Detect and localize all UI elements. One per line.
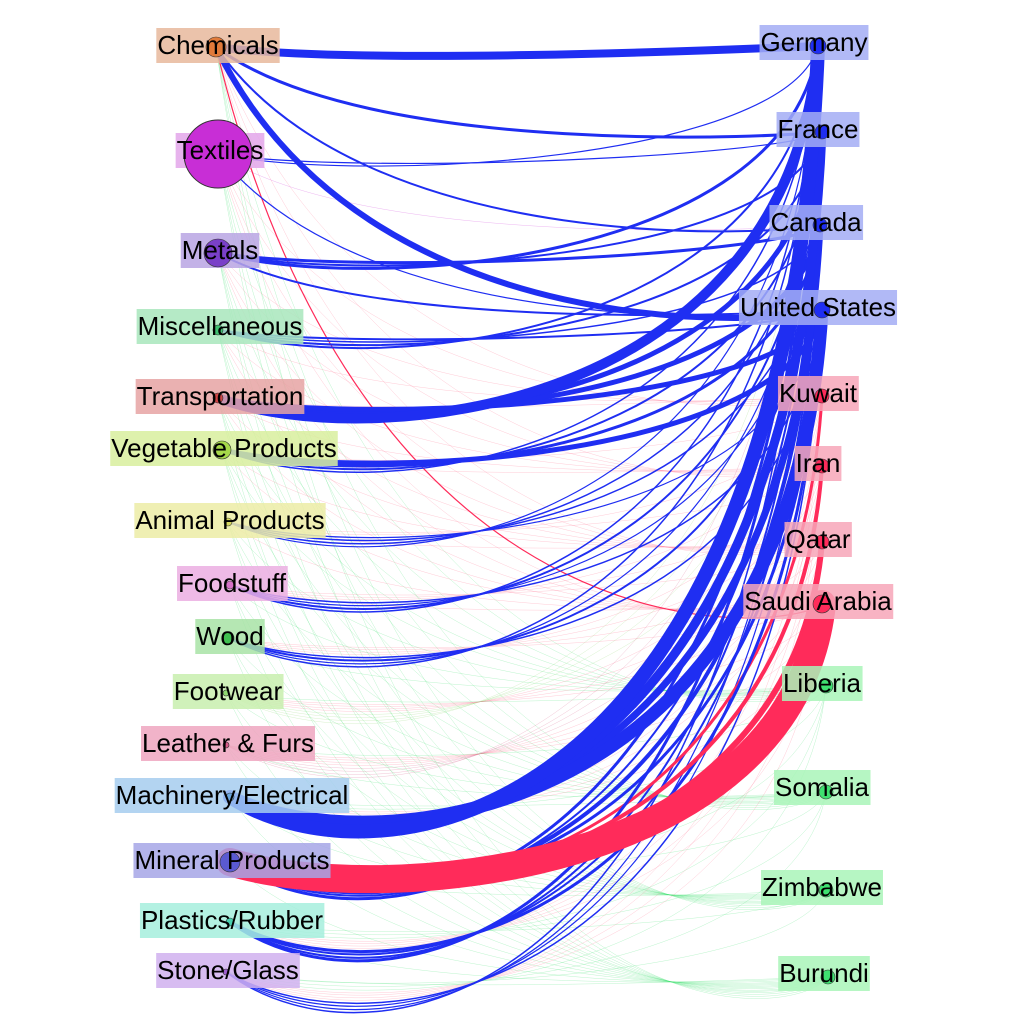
node-animal-products[interactable]	[223, 517, 233, 527]
faint-edge	[229, 541, 823, 596]
node-canada[interactable]	[812, 217, 828, 233]
node-united-states[interactable]	[813, 301, 831, 319]
label-canada: Canada	[770, 207, 862, 237]
faint-edge	[217, 45, 819, 167]
node-kuwait[interactable]	[814, 388, 830, 404]
faint-edge	[215, 46, 823, 406]
edge-wood-to-germany	[227, 45, 819, 668]
label-liberia: Liberia	[783, 668, 862, 698]
label-animal-products: Animal Products	[135, 505, 324, 535]
label-footwear: Footwear	[174, 676, 283, 706]
edge-plastics-rubber-to-united-states	[228, 308, 824, 954]
label-mineral-products: Mineral Products	[134, 845, 329, 875]
node-somalia[interactable]	[818, 784, 834, 800]
label-layer: Chemicals Textiles Metals Miscellaneous Tran…	[111, 27, 896, 988]
faint-edge	[225, 224, 821, 772]
label-vegetable-products: Vegetable Products	[111, 433, 337, 463]
faint-edge	[217, 252, 823, 403]
node-saudi-arabia[interactable]	[812, 594, 832, 614]
label-kuwait: Kuwait	[779, 378, 858, 408]
node-metals[interactable]	[203, 238, 233, 268]
edge-miscellaneous-to-germany	[217, 45, 819, 350]
label-metals: Metals	[182, 235, 259, 265]
label-united-states: United States	[740, 292, 896, 322]
label-qatar: Qatar	[785, 524, 850, 554]
faint-edge	[217, 153, 827, 808]
edge-chemicals-to-canada	[215, 46, 821, 233]
edge-chemicals-to-germany	[212, 42, 822, 60]
faint-edge	[217, 224, 821, 343]
edge-vegetable-products-to-france	[221, 131, 823, 471]
label-zimbabwe: Zimbabwe	[762, 872, 882, 902]
label-miscellaneous: Miscellaneous	[138, 311, 303, 341]
node-wood[interactable]	[221, 631, 235, 645]
node-mineral-products[interactable]	[219, 851, 241, 873]
label-plastics-rubber: Plastics/Rubber	[141, 905, 323, 935]
node-transportation[interactable]	[212, 392, 224, 404]
node-burundi[interactable]	[820, 969, 836, 985]
label-textiles: Textiles	[177, 135, 264, 165]
edge-textiles-to-germany	[217, 45, 819, 167]
label-transportation: Transportation	[137, 381, 304, 411]
node-machinery-electrical[interactable]	[225, 792, 235, 802]
node-textiles[interactable]	[183, 119, 253, 189]
faint-edge	[229, 465, 823, 947]
label-machinery-electrical: Machinery/Electrical	[116, 780, 349, 810]
label-wood: Wood	[196, 621, 263, 651]
label-background-layer	[110, 25, 898, 991]
edge-foodstuff-to-germany	[229, 45, 819, 613]
label-somalia: Somalia	[775, 772, 869, 802]
node-leather-furs[interactable]	[222, 741, 230, 749]
edge-chemicals-to-united-states	[213, 44, 825, 321]
node-chemicals[interactable]	[205, 36, 227, 58]
node-layer	[183, 36, 836, 985]
node-foodstuff[interactable]	[225, 580, 235, 590]
label-leather-furs: Leather & Furs	[142, 728, 314, 758]
faint-edge	[225, 309, 823, 769]
edge-mineral-products-to-france	[229, 131, 823, 897]
edge-machinery-electrical-to-united-states	[223, 303, 829, 829]
faint-edge	[217, 45, 819, 269]
label-stone-glass: Stone/Glass	[157, 955, 299, 985]
node-qatar[interactable]	[814, 534, 830, 550]
edge-miscellaneous-to-canada	[217, 224, 821, 343]
label-germany: Germany	[761, 27, 868, 57]
label-saudi-arabia: Saudi Arabia	[744, 586, 892, 616]
node-vegetable-products[interactable]	[212, 440, 232, 460]
node-miscellaneous[interactable]	[212, 324, 224, 336]
edge-metals-to-germany	[216, 44, 820, 270]
edge-machinery-electrical-to-germany	[223, 39, 825, 839]
label-burundi: Burundi	[779, 958, 869, 988]
label-foodstuff: Foodstuff	[178, 568, 287, 598]
edge-chemicals-to-france	[214, 45, 824, 139]
faint-edge	[215, 46, 827, 702]
node-footwear[interactable]	[222, 689, 230, 697]
faint-edge	[217, 153, 821, 231]
edge-stone-glass-to-united-states	[225, 309, 823, 1005]
edge-transportation-to-germany	[213, 41, 823, 424]
faint-edge	[217, 329, 823, 613]
edge-animal-products-to-france	[227, 131, 823, 545]
node-germany[interactable]	[809, 37, 827, 55]
faint-edge	[225, 791, 827, 987]
label-chemicals: Chemicals	[157, 30, 278, 60]
node-plastics-rubber[interactable]	[225, 917, 235, 927]
node-iran[interactable]	[814, 458, 830, 474]
faint-edge	[215, 46, 823, 319]
node-france[interactable]	[814, 124, 830, 140]
node-liberia[interactable]	[818, 678, 834, 694]
node-zimbabwe[interactable]	[818, 882, 834, 898]
faint-edge	[225, 971, 829, 986]
label-iran: Iran	[796, 448, 841, 478]
node-stone-glass[interactable]	[222, 968, 230, 976]
faint-edge	[215, 46, 821, 232]
label-france: France	[778, 114, 859, 144]
